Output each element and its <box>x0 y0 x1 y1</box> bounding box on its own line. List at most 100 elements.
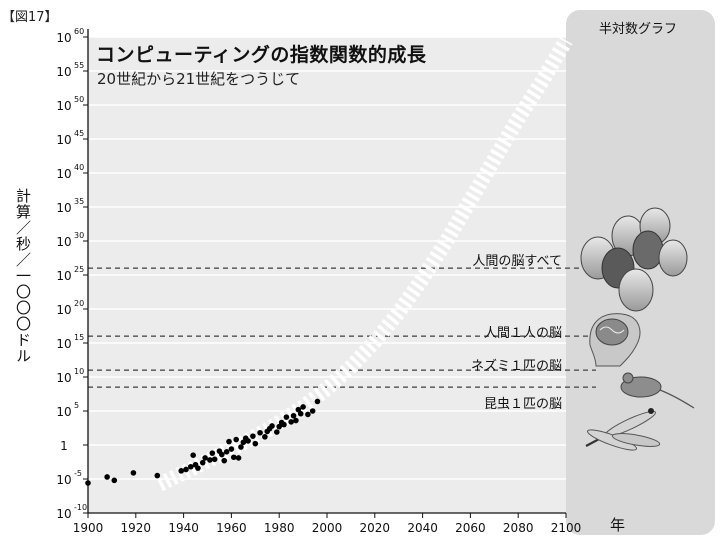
mouse-icon <box>620 372 695 409</box>
data-point <box>104 474 110 480</box>
data-point <box>269 423 275 429</box>
x-tick-label: 1960 <box>216 521 247 535</box>
data-point <box>293 417 299 424</box>
data-point <box>297 410 304 417</box>
data-point <box>230 454 237 461</box>
y-tick-exponent: -10 <box>74 503 87 512</box>
data-point <box>199 459 206 466</box>
y-tick-exponent: 20 <box>74 299 84 308</box>
data-point <box>250 433 256 439</box>
y-tick-label: 10 <box>56 167 71 181</box>
data-point <box>207 457 213 463</box>
data-point <box>221 457 228 464</box>
data-point <box>211 456 218 463</box>
y-axis-label: 計算／秒／一〇〇〇ドル <box>14 188 32 364</box>
ref-label-mouse-brain: ネズミ１匹の脳 <box>470 359 562 374</box>
x-tick-label: 2080 <box>503 521 534 535</box>
y-tick-label: 10 <box>56 65 71 79</box>
data-point <box>305 411 311 418</box>
data-point <box>235 455 242 461</box>
y-tick-label: 10 <box>56 99 71 113</box>
x-tick-label: 1980 <box>264 521 295 535</box>
y-tick-exponent: 45 <box>74 129 84 138</box>
y-tick-label: 1 <box>60 439 68 453</box>
ref-label-one-human-brain: 人間１人の脳 <box>483 326 562 341</box>
dragonfly-icon <box>585 408 661 451</box>
panel-title: 半対数グラフ <box>598 22 677 37</box>
x-tick-label: 2020 <box>360 521 391 535</box>
y-tick-exponent: 60 <box>74 27 84 36</box>
ref-label-insect-brain: 昆虫１匹の脳 <box>483 397 562 412</box>
y-tick-label: 10 <box>56 473 71 487</box>
y-tick-label: 10 <box>56 235 71 249</box>
data-point <box>283 414 290 420</box>
y-tick-exponent: 5 <box>74 401 79 410</box>
y-tick-exponent: 40 <box>74 163 84 172</box>
data-point <box>226 438 232 445</box>
y-tick-exponent: 25 <box>74 265 84 274</box>
y-tick-label: 10 <box>56 303 71 317</box>
data-point <box>314 398 321 405</box>
data-point <box>85 480 91 486</box>
data-point <box>252 440 259 447</box>
x-tick-label: 1940 <box>168 521 199 535</box>
y-tick-label: 10 <box>56 133 71 147</box>
y-tick-label: 10 <box>56 507 71 521</box>
y-tick-exponent: 35 <box>74 197 84 206</box>
human-brain-icon <box>589 313 641 367</box>
data-point <box>257 429 263 436</box>
y-tick-exponent: 30 <box>74 231 84 240</box>
chart-title: コンピューティングの指数関数的成長 <box>96 44 427 66</box>
data-point <box>274 429 280 435</box>
reference-lines <box>88 267 596 389</box>
gridlines <box>88 36 566 513</box>
x-tick-label: 2100 <box>551 521 582 535</box>
data-point <box>195 465 201 471</box>
x-tick-label: 1920 <box>121 521 152 535</box>
data-point <box>233 436 239 443</box>
data-point <box>183 466 189 473</box>
data-point <box>202 455 208 461</box>
data-point <box>290 412 297 419</box>
data-point <box>178 468 185 474</box>
data-point <box>154 472 161 479</box>
y-tick-exponent: 50 <box>74 95 84 104</box>
data-point <box>295 406 302 413</box>
data-points <box>85 398 321 486</box>
data-point <box>288 419 294 425</box>
data-point <box>281 421 287 428</box>
y-tick-exponent: 55 <box>74 61 84 70</box>
data-point <box>219 451 225 458</box>
human-faces-icon <box>580 207 688 312</box>
data-point <box>245 438 251 444</box>
y-tick-label: 10 <box>56 371 71 385</box>
data-point <box>238 444 244 450</box>
data-point <box>309 408 316 414</box>
data-point <box>187 463 194 470</box>
ref-label-all-human-brains: 人間の脳すべて <box>472 254 562 269</box>
data-point <box>300 404 306 410</box>
y-tick-label: 10 <box>56 269 71 283</box>
data-point <box>262 434 268 440</box>
y-tick-label: 10 <box>56 201 71 215</box>
x-tick-label: 2060 <box>455 521 486 535</box>
y-tick-exponent: -5 <box>74 469 82 478</box>
x-axis-unit: 年 <box>610 516 626 534</box>
data-point <box>240 439 247 446</box>
data-point <box>276 423 283 430</box>
data-point <box>111 477 118 484</box>
y-tick-label: 10 <box>56 337 71 351</box>
data-point <box>228 446 235 452</box>
x-tick-label: 2000 <box>312 521 343 535</box>
y-tick-label: 10 <box>56 31 71 45</box>
y-tick-label: 10 <box>56 405 71 419</box>
figure-label: 【図17】 <box>2 10 58 25</box>
x-tick-label: 2040 <box>407 521 438 535</box>
x-tick-label: 1900 <box>73 521 104 535</box>
axes <box>83 29 567 518</box>
data-point <box>190 452 196 459</box>
data-point <box>223 449 230 455</box>
data-point <box>130 470 137 476</box>
